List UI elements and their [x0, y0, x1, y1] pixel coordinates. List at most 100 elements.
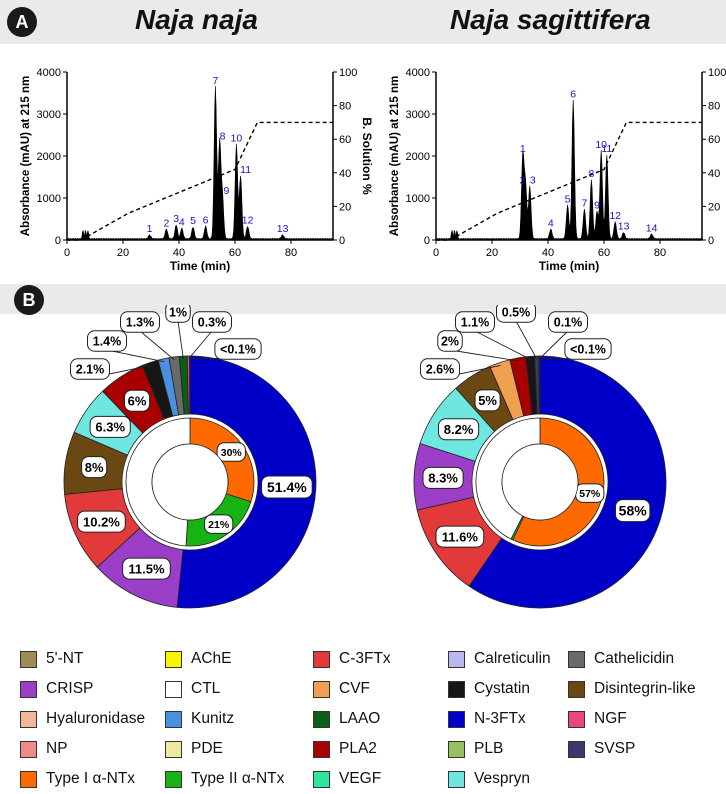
peak-label: 10	[231, 133, 243, 145]
y2-axis-label: B. Solution %	[360, 117, 374, 195]
y2-tick-label: 100	[708, 67, 726, 79]
chromatogram-trace	[435, 99, 703, 241]
slice-value-label: 1.4%	[93, 335, 122, 349]
callout-line	[139, 330, 175, 361]
y-tick-label: 4000	[37, 67, 61, 79]
slice-value-label-box	[77, 510, 126, 533]
slice-value-label-box	[70, 358, 110, 380]
slice-value-label: 2%	[441, 335, 459, 349]
peak-label: 1	[520, 143, 526, 155]
y2-tick-label: 100	[339, 67, 357, 79]
legend-swatch	[20, 680, 37, 698]
slice-value-label: <0.1%	[220, 343, 256, 357]
legend-label: VEGF	[339, 770, 382, 787]
peak-label: 9	[594, 200, 600, 212]
legend-item: VEGF	[313, 768, 381, 790]
panel-a-header	[0, 0, 726, 44]
legend-swatch	[165, 740, 182, 758]
peak-label: 7	[581, 198, 587, 210]
legend-label: Hyaluronidase	[46, 710, 146, 727]
y-tick-label: 3000	[406, 109, 430, 121]
legend-label: C-3FTx	[339, 650, 391, 667]
legend-swatch	[568, 650, 585, 668]
peak-label: 8	[588, 168, 594, 180]
legend-label: PDE	[191, 740, 223, 757]
slice-value-label: 5%	[478, 393, 497, 408]
peak-label: 12	[242, 214, 254, 226]
legend-item: Hyaluronidase	[20, 708, 145, 730]
y2-tick-label: 0	[339, 235, 345, 247]
slice-value-label-box	[422, 466, 464, 489]
legend-item: AChE	[165, 648, 232, 670]
callout-line	[538, 330, 569, 360]
inner-value-label: 57%	[579, 488, 601, 500]
callout-line	[188, 330, 213, 360]
y-tick-label: 2000	[37, 151, 61, 163]
legend-label: SVSP	[594, 740, 636, 757]
peak-label: 4	[179, 217, 185, 229]
legend-label: Cystatin	[474, 680, 530, 697]
legend-item: Cathelicidin	[568, 648, 674, 670]
legend-item: Disintegrin-like	[568, 678, 696, 700]
legend-swatch	[165, 650, 182, 668]
y-axis-label: Absorbance (mAU) at 215 nm	[389, 76, 401, 236]
y2-tick-label: 20	[339, 201, 351, 213]
donut-2: 58% 11.6% 8.3% 8.2% 5% 2.6% 2%1.1% 0.5% 0.1% <0.1…	[413, 305, 667, 609]
slice-value-label: 2.1%	[76, 363, 105, 377]
y-tick-label: 3000	[37, 109, 61, 121]
y-axis-label: Absorbance (mAU) at 215 nm	[20, 76, 32, 236]
peak-label: 13	[618, 221, 630, 233]
slice-value-label-box	[89, 415, 131, 438]
legend-label: Cathelicidin	[594, 650, 675, 667]
y2-tick-label: 80	[339, 101, 351, 113]
donut-charts-area: 51.4% 11.5% 10.2% 8% 6.3%6% 2.1% 1.4% 1.3% 1% 0.3…	[63, 305, 667, 609]
legend-label: CTL	[191, 680, 221, 697]
legend-item: Calreticulin	[448, 648, 551, 670]
legend-swatch	[313, 770, 330, 788]
callout-line	[515, 320, 538, 360]
y-tick-label: 0	[424, 235, 430, 247]
donut-hole	[501, 443, 579, 521]
slice-value-label-box	[122, 557, 171, 580]
slice-value-label-box	[87, 330, 127, 352]
inner-value-label-box	[204, 514, 234, 534]
legend-label: N-3FTx	[474, 710, 526, 727]
legend-item: Type II α-NTx	[165, 768, 284, 790]
peak-label: 2	[520, 175, 526, 187]
legend-item: CRISP	[20, 678, 93, 700]
legend-label: PLA2	[339, 740, 377, 757]
callout-line	[449, 349, 519, 362]
legend-item: SVSP	[568, 738, 635, 760]
peak-label: 6	[570, 88, 576, 100]
peak-label: 2	[163, 217, 169, 229]
legend-item: Type I α-NTx	[20, 768, 135, 790]
slice-value-label: 0.3%	[198, 316, 227, 330]
y-tick-label: 0	[55, 235, 61, 247]
slice-value-label-box	[81, 456, 108, 479]
legend-label: PLB	[474, 740, 504, 757]
x-axis-label: Time (min)	[539, 259, 599, 273]
peak-label: 4	[548, 217, 554, 229]
slice-value-label-box	[165, 305, 191, 323]
slice-value-label: 1.3%	[126, 316, 155, 330]
peak-label: 9	[223, 185, 229, 197]
legend-swatch	[165, 680, 182, 698]
slice-value-label-box	[435, 525, 485, 548]
slice-value-label-box	[615, 499, 651, 523]
slice-value-label: <0.1%	[570, 343, 606, 357]
legend-swatch	[20, 650, 37, 668]
slice-value-label-box	[214, 338, 262, 360]
donut-1: 51.4% 11.5% 10.2% 8% 6.3%6% 2.1% 1.4% 1.3% 1% 0.3…	[63, 305, 317, 609]
legend-swatch	[448, 740, 465, 758]
legend-swatch	[313, 650, 330, 668]
slice-value-label-box	[548, 311, 588, 333]
legend-label: Kunitz	[191, 710, 235, 727]
panel-b-header	[0, 284, 726, 314]
slice-value-label: 6%	[128, 393, 147, 408]
y-tick-label: 1000	[37, 193, 61, 205]
legend-label: Type II α-NTx	[191, 770, 285, 787]
legend-label: Disintegrin-like	[594, 680, 696, 697]
y2-tick-label: 80	[708, 101, 720, 113]
legend-swatch	[165, 710, 182, 728]
